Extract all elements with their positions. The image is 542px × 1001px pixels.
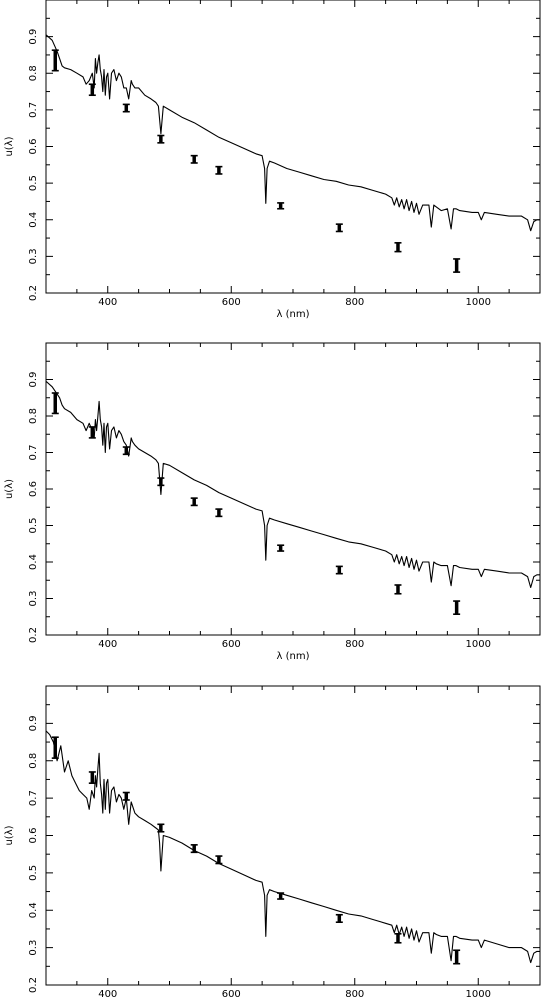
data-point (88, 426, 96, 439)
y-tick-label: 0.6 (28, 481, 39, 497)
x-axis-label: λ (nm) (277, 651, 310, 662)
x-tick-label: 1000 (466, 989, 491, 1000)
data-point (215, 855, 223, 865)
y-tick-label: 0.9 (28, 29, 39, 45)
y-tick-label: 0.9 (28, 715, 39, 731)
x-tick-label: 600 (222, 297, 241, 308)
x-tick-label: 800 (345, 989, 364, 1000)
data-point (157, 823, 165, 833)
data-point (277, 892, 285, 900)
data-point (335, 913, 343, 924)
data-point (122, 103, 130, 113)
spectrum-line (46, 380, 540, 589)
y-tick-label: 0.9 (28, 372, 39, 388)
y-tick-label: 0.3 (28, 591, 39, 607)
spectrum-line (46, 34, 540, 232)
y-tick-label: 0.7 (28, 790, 39, 806)
x-tick-label: 800 (345, 639, 364, 650)
data-point (215, 165, 223, 175)
data-point (122, 791, 130, 801)
spectrum-line (46, 730, 540, 964)
y-tick-label: 0.4 (28, 902, 39, 918)
x-tick-label: 400 (98, 297, 117, 308)
y-tick-label: 0.2 (28, 977, 39, 993)
data-point (215, 508, 223, 518)
y-tick-label: 0.7 (28, 102, 39, 118)
y-tick-label: 0.8 (28, 65, 39, 81)
y-tick-label: 0.6 (28, 828, 39, 844)
x-tick-label: 400 (98, 639, 117, 650)
data-point (394, 584, 402, 595)
y-tick-label: 0.5 (28, 175, 39, 191)
chart-panel-2: 400 600 800 1000 0.2 0.3 0.4 0.5 0.6 0.7 0.8 0.9 λ (… (4, 342, 541, 662)
y-tick-label: 0.4 (28, 554, 39, 570)
y-tick-label: 0.7 (28, 445, 39, 461)
data-point (88, 83, 96, 97)
y-tick-label: 0.2 (28, 627, 39, 643)
data-point (277, 544, 285, 552)
x-tick-label: 400 (98, 989, 117, 1000)
data-point (453, 258, 461, 273)
y-axis-label: u(λ) (4, 825, 15, 845)
data-point (394, 242, 402, 253)
y-axis-label: u(λ) (4, 136, 15, 156)
plot-frame (45, 342, 541, 636)
x-tick-label: 800 (345, 297, 364, 308)
data-point (335, 565, 343, 575)
data-point (453, 600, 461, 615)
y-tick-label: 0.8 (28, 408, 39, 424)
data-point (190, 497, 198, 507)
x-tick-label: 600 (222, 639, 241, 650)
data-point (190, 154, 198, 164)
data-point (190, 844, 198, 854)
y-tick-label: 0.3 (28, 248, 39, 264)
y-axis-label: u(λ) (4, 479, 15, 499)
data-point (157, 477, 165, 487)
y-tick-label: 0.8 (28, 753, 39, 769)
data-point (51, 49, 59, 72)
data-point (88, 771, 96, 784)
x-tick-label: 600 (222, 989, 241, 1000)
x-tick-label: 1000 (466, 297, 491, 308)
y-tick-label: 0.4 (28, 212, 39, 228)
data-point (51, 736, 59, 759)
x-tick-label: 1000 (466, 639, 491, 650)
y-tick-label: 0.3 (28, 940, 39, 956)
x-axis-label: λ (nm) (277, 309, 310, 320)
data-point (157, 134, 165, 144)
data-point (394, 932, 402, 944)
data-point (51, 392, 59, 415)
plot-frame (45, 0, 541, 294)
data-point (453, 949, 461, 965)
plot-frame (45, 685, 541, 986)
y-tick-label: 0.5 (28, 865, 39, 881)
chart-panel-1: 400 600 800 1000 0.2 0.3 0.4 0.5 0.6 0.7 0.8 0.9 λ (… (4, 0, 541, 320)
y-tick-label: 0.6 (28, 139, 39, 155)
data-point (122, 446, 130, 456)
data-point (335, 223, 343, 233)
data-point (277, 202, 285, 210)
y-tick-label: 0.2 (28, 285, 39, 301)
y-tick-label: 0.5 (28, 518, 39, 534)
